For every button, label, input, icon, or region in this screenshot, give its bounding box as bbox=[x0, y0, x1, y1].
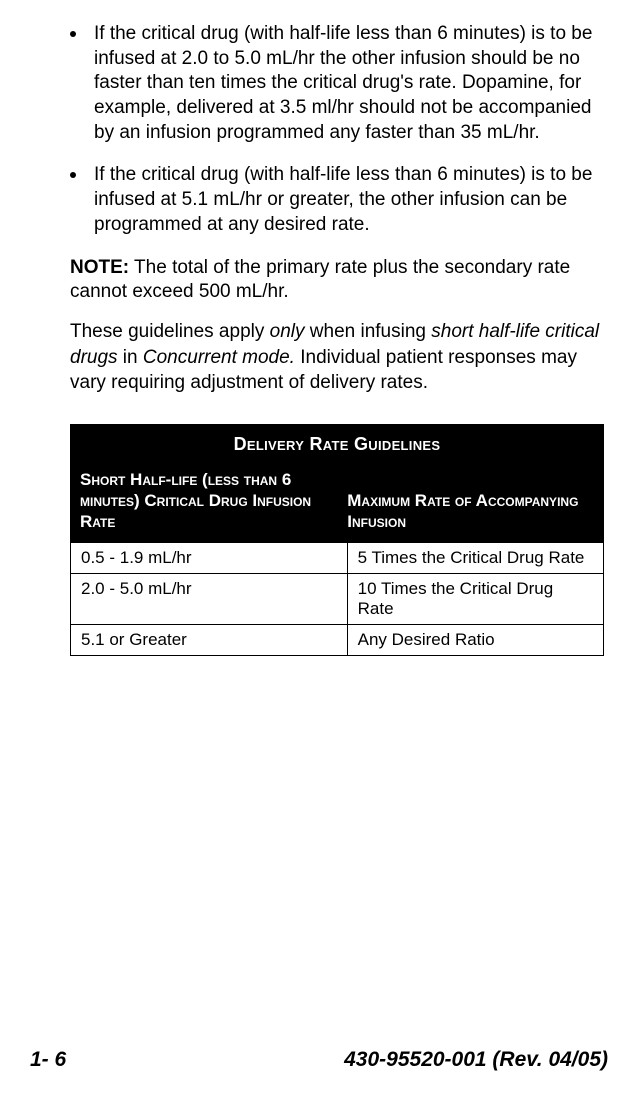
table-cell: 10 Times the Critical Drug Rate bbox=[348, 574, 603, 624]
text-fragment: in bbox=[118, 347, 143, 368]
table-cell: 5.1 or Greater bbox=[71, 625, 348, 655]
footer-page-number: 1- 6 bbox=[30, 1048, 66, 1072]
bullet-item: If the critical drug (with half-life les… bbox=[30, 22, 608, 145]
table-title: Delivery Rate Guidelines bbox=[234, 434, 441, 454]
note-label: NOTE: bbox=[70, 257, 129, 278]
bullet-marker bbox=[70, 172, 76, 178]
footer-doc-id: 430-95520-001 (Rev. 04/05) bbox=[344, 1048, 608, 1072]
table-title-row: Delivery Rate Guidelines bbox=[70, 424, 604, 469]
text-italic: only bbox=[270, 321, 305, 342]
note-paragraph: NOTE: The total of the primary rate plus… bbox=[30, 256, 608, 305]
guidelines-paragraph: These guidelines apply only when infusin… bbox=[30, 319, 608, 396]
table-header-col1: Short Half-life (less than 6 minutes) Cr… bbox=[80, 469, 347, 533]
bullet-text: If the critical drug (with half-life les… bbox=[94, 163, 608, 237]
bullet-marker bbox=[70, 31, 76, 37]
text-fragment: These guidelines apply bbox=[70, 321, 270, 342]
table-row: 2.0 - 5.0 mL/hr 10 Times the Critical Dr… bbox=[70, 574, 604, 625]
table-header-row: Short Half-life (less than 6 minutes) Cr… bbox=[70, 469, 604, 543]
table-row: 5.1 or Greater Any Desired Ratio bbox=[70, 625, 604, 656]
text-italic: Concurrent mode. bbox=[143, 347, 295, 368]
bullet-item: If the critical drug (with half-life les… bbox=[30, 163, 608, 237]
bullet-text: If the critical drug (with half-life les… bbox=[94, 22, 608, 145]
page-container: If the critical drug (with half-life les… bbox=[0, 0, 638, 1094]
text-fragment: when infusing bbox=[305, 321, 432, 342]
table-cell: 5 Times the Critical Drug Rate bbox=[348, 543, 603, 573]
table-row: 0.5 - 1.9 mL/hr 5 Times the Critical Dru… bbox=[70, 543, 604, 574]
table-header-col2: Maximum Rate of Accompanying Infusion bbox=[347, 469, 594, 533]
table-cell: 0.5 - 1.9 mL/hr bbox=[71, 543, 348, 573]
table-cell: 2.0 - 5.0 mL/hr bbox=[71, 574, 348, 624]
guidelines-table: Delivery Rate Guidelines Short Half-life… bbox=[70, 424, 604, 656]
page-footer: 1- 6 430-95520-001 (Rev. 04/05) bbox=[0, 1048, 638, 1072]
table-cell: Any Desired Ratio bbox=[348, 625, 603, 655]
note-text: The total of the primary rate plus the s… bbox=[70, 257, 570, 303]
